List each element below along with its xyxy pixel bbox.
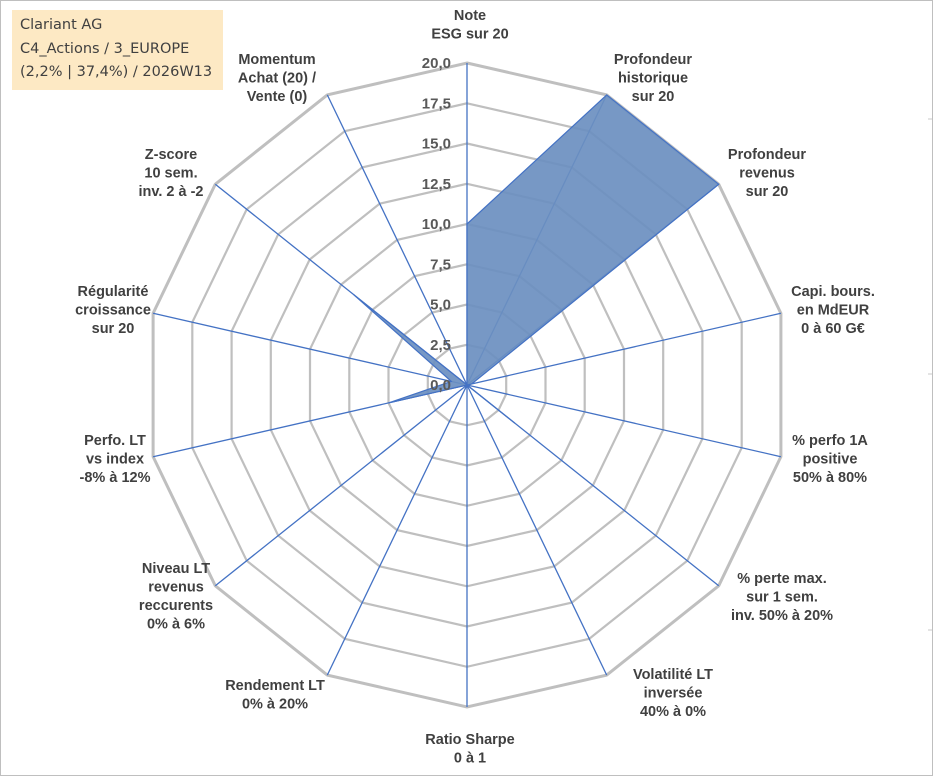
axis-label-line: reccurents xyxy=(139,598,213,614)
spoke-line-14 xyxy=(326,94,468,386)
axis-label-line: historique xyxy=(618,71,688,87)
axis-label-line: positive xyxy=(803,452,858,468)
axis-label-line: Volatilité LT xyxy=(633,667,713,683)
axis-label-line: 10 sem. xyxy=(144,166,197,182)
axis-label-1: Note ESG sur 20 xyxy=(431,8,508,43)
axis-label-2: Profondeur historique sur 20 xyxy=(614,52,692,105)
axis-label-line: croissance xyxy=(75,303,151,319)
axis-label-line: sur 20 xyxy=(92,321,135,337)
axis-label-line: sur 20 xyxy=(632,89,675,105)
radar-series xyxy=(353,94,720,424)
series-area xyxy=(353,94,720,424)
right-edge-markers xyxy=(928,118,932,631)
portfolio-name: C4_Actions / 3_EUROPE xyxy=(20,40,190,57)
tick-label: 10,0 xyxy=(422,216,451,233)
axis-label-line: Profondeur xyxy=(728,147,806,163)
axis-label-line: ESG sur 20 xyxy=(431,27,508,43)
axis-label-line: Achat (20) / xyxy=(238,71,316,87)
axis-label-line: Z-score xyxy=(145,147,197,163)
axis-label-line: -8% à 12% xyxy=(80,470,151,486)
axis-label-line: Profondeur xyxy=(614,52,692,68)
spoke-line-9 xyxy=(326,384,468,676)
axis-label-line: % perte max. xyxy=(737,571,826,587)
axis-label-6: % perte max. sur 1 sem. inv. 50% à 20% xyxy=(731,571,833,624)
axis-label-line: inv. 50% à 20% xyxy=(731,608,833,624)
axis-label-line: Ratio Sharpe xyxy=(425,732,514,748)
axis-label-8: Ratio Sharpe 0 à 1 xyxy=(425,732,514,767)
axis-label-9: Rendement LT 0% à 20% xyxy=(225,678,325,713)
axis-label-line: Rendement LT xyxy=(225,678,325,694)
axis-label-line: revenus xyxy=(739,166,795,182)
axis-label-line: Vente (0) xyxy=(247,89,308,105)
axis-label-line: 50% à 80% xyxy=(793,470,867,486)
axis-label-line: Momentum xyxy=(238,52,315,68)
axis-label-3: Profondeur revenus sur 20 xyxy=(728,147,806,200)
radar-axis-labels: Note ESG sur 20 Profondeur historique sur 20… xyxy=(75,8,875,767)
tick-label: 0,0 xyxy=(430,377,451,394)
axis-label-5: % perfo 1A positive 50% à 80% xyxy=(792,433,868,486)
axis-label-line: 0 à 60 G€ xyxy=(801,321,865,337)
info-box: Clariant AG C4_Actions / 3_EUROPE (2,2% … xyxy=(12,10,223,90)
axis-label-line: % perfo 1A xyxy=(792,433,868,449)
axis-label-line: Niveau LT xyxy=(142,561,210,577)
performance-week: (2,2% | 37,4%) / 2026W13 xyxy=(20,64,213,80)
axis-label-line: sur 20 xyxy=(746,184,789,200)
axis-label-line: Capi. bours. xyxy=(791,284,875,300)
axis-label-line: 0% à 20% xyxy=(242,697,308,713)
axis-label-11: Perfo. LT vs index -8% à 12% xyxy=(80,433,151,486)
axis-label-line: inv. 2 à -2 xyxy=(138,184,203,200)
axis-label-line: en MdEUR xyxy=(797,303,870,319)
axis-label-line: revenus xyxy=(148,580,204,596)
tick-label: 2,5 xyxy=(430,337,451,354)
tick-label: 12,5 xyxy=(422,176,451,193)
axis-label-line: inversée xyxy=(644,686,703,702)
tick-label: 20,0 xyxy=(422,55,451,72)
spoke-line-10 xyxy=(214,384,468,587)
axis-label-7: Volatilité LT inversée 40% à 0% xyxy=(633,667,713,720)
tick-label: 17,5 xyxy=(422,95,451,112)
spoke-line-12 xyxy=(152,312,468,386)
tick-label: 5,0 xyxy=(430,297,451,314)
spoke-line-4 xyxy=(466,312,782,386)
tick-label: 15,0 xyxy=(422,136,451,153)
spoke-line-5 xyxy=(466,384,782,458)
axis-label-line: Note xyxy=(454,8,486,24)
axis-label-line: vs index xyxy=(86,452,144,468)
axis-label-line: sur 1 sem. xyxy=(746,590,818,606)
company-name: Clariant AG xyxy=(20,17,103,33)
axis-label-line: Perfo. LT xyxy=(84,433,146,449)
axis-label-line: 40% à 0% xyxy=(640,704,706,720)
tick-label: 7,5 xyxy=(430,256,451,273)
radar-tick-labels: 0,0 2,5 5,0 7,5 10,0 12,5 15,0 17,5 20,0 xyxy=(422,55,451,394)
axis-label-12: Régularité croissance sur 20 xyxy=(75,284,151,337)
axis-label-4: Capi. bours. en MdEUR 0 à 60 G€ xyxy=(791,284,875,337)
spoke-line-7 xyxy=(466,384,608,676)
axis-label-10: Niveau LT revenus reccurents 0% à 6% xyxy=(139,561,213,633)
axis-label-14: Momentum Achat (20) / Vente (0) xyxy=(238,52,316,105)
axis-label-line: 0% à 6% xyxy=(147,617,205,633)
axis-label-line: Régularité xyxy=(78,284,149,300)
axis-label-13: Z-score 10 sem. inv. 2 à -2 xyxy=(138,147,203,200)
axis-label-line: 0 à 1 xyxy=(454,751,486,767)
